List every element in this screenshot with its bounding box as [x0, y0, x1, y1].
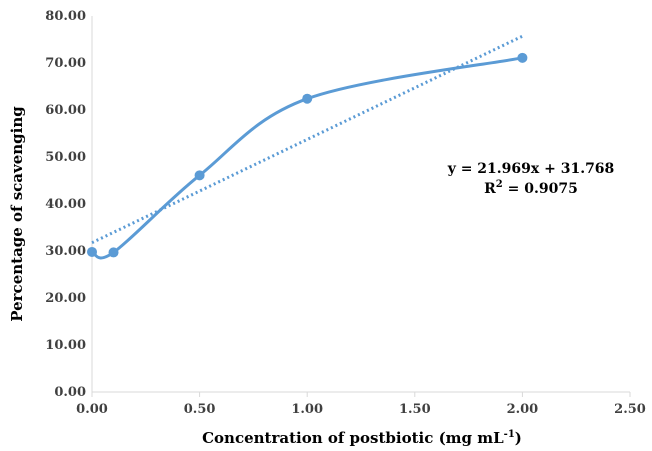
x-axis-title-close: ) — [515, 429, 522, 447]
x-tick-label: 1.00 — [291, 402, 323, 417]
y-tick-label: 40.00 — [45, 197, 86, 212]
y-tick-label: 70.00 — [45, 56, 86, 71]
y-tick-label: 20.00 — [45, 291, 86, 306]
y-axis-title: Percentage of scavenging — [8, 106, 26, 322]
r2-value: = 0.9075 — [503, 181, 578, 197]
x-tick-label: 2.00 — [507, 402, 539, 417]
y-tick-label: 50.00 — [45, 150, 86, 165]
x-tick-label: 0.00 — [76, 402, 108, 417]
data-point — [302, 93, 313, 104]
y-tick-label: 60.00 — [45, 103, 86, 118]
x-axis-title-superscript: -1 — [504, 429, 515, 440]
x-axis-title-main: Concentration of postbiotic (mg mL — [202, 429, 504, 447]
series-layer — [87, 34, 528, 260]
y-tick-labels: 0.00 10.00 20.00 30.00 40.00 50.00 60.00 70.00 8… — [45, 9, 86, 400]
y-tick-label: 10.00 — [45, 338, 86, 353]
y-tick-label: 80.00 — [45, 9, 86, 24]
trendline-r-squared: R2 = 0.9075 — [484, 179, 578, 197]
data-point — [517, 52, 528, 63]
r2-superscript: 2 — [496, 179, 503, 190]
x-tick-label: 0.50 — [184, 402, 216, 417]
data-point — [108, 247, 119, 258]
trendline-equation: y = 21.969x + 31.768 — [447, 161, 615, 177]
data-point — [194, 170, 205, 181]
x-tick-label: 2.50 — [614, 402, 646, 417]
data-point — [87, 246, 97, 257]
x-tick-label: 1.50 — [399, 402, 431, 417]
series-line — [91, 56, 523, 260]
r2-prefix: R — [484, 181, 496, 197]
y-tick-label: 30.00 — [45, 244, 86, 259]
x-tick-labels: 0.00 0.50 1.00 1.50 2.00 2.50 — [76, 392, 646, 417]
x-axis-title: Concentration of postbiotic (mg mL-1) — [202, 429, 522, 447]
y-tick-label: 0.00 — [54, 385, 86, 400]
